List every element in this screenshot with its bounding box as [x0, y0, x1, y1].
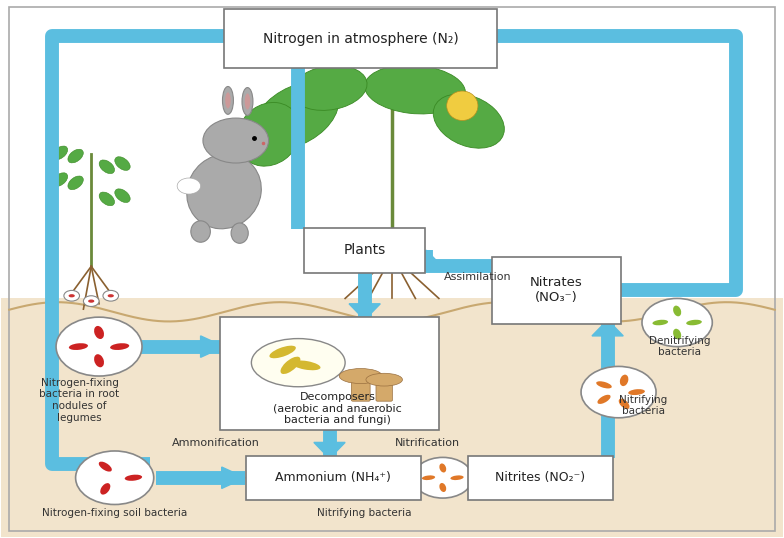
Polygon shape	[592, 320, 623, 336]
Polygon shape	[411, 250, 442, 266]
Ellipse shape	[365, 65, 466, 114]
Text: Nitrifying
bacteria: Nitrifying bacteria	[619, 395, 668, 416]
Circle shape	[413, 457, 473, 498]
Ellipse shape	[231, 223, 249, 243]
Ellipse shape	[253, 82, 339, 149]
Circle shape	[83, 296, 99, 307]
FancyBboxPatch shape	[224, 10, 498, 68]
FancyBboxPatch shape	[245, 456, 421, 500]
Ellipse shape	[292, 360, 321, 370]
Text: Ammonification: Ammonification	[172, 438, 260, 448]
Circle shape	[203, 118, 269, 163]
Ellipse shape	[252, 338, 345, 387]
Text: Nitrogen in atmosphere (N₂): Nitrogen in atmosphere (N₂)	[263, 32, 459, 46]
Ellipse shape	[597, 395, 611, 404]
Ellipse shape	[114, 189, 130, 202]
Text: Nitrates
(NO₃⁻): Nitrates (NO₃⁻)	[530, 277, 583, 305]
Text: Nitrites (NO₂⁻): Nitrites (NO₂⁻)	[495, 471, 586, 484]
Ellipse shape	[596, 381, 612, 388]
Polygon shape	[349, 304, 380, 320]
Ellipse shape	[339, 369, 383, 384]
Ellipse shape	[281, 357, 300, 374]
Ellipse shape	[447, 91, 478, 121]
Ellipse shape	[53, 146, 67, 160]
Text: Nitrogen-fixing soil bacteria: Nitrogen-fixing soil bacteria	[42, 507, 187, 518]
Polygon shape	[222, 467, 245, 489]
Ellipse shape	[187, 154, 261, 229]
Ellipse shape	[619, 399, 630, 409]
Ellipse shape	[673, 329, 681, 339]
Ellipse shape	[652, 320, 668, 325]
Circle shape	[56, 317, 142, 376]
Ellipse shape	[270, 346, 296, 358]
Ellipse shape	[99, 462, 112, 472]
Circle shape	[581, 366, 656, 418]
Ellipse shape	[94, 326, 104, 339]
Polygon shape	[282, 36, 314, 52]
Ellipse shape	[53, 173, 67, 187]
Ellipse shape	[223, 87, 234, 114]
Ellipse shape	[439, 483, 446, 492]
Polygon shape	[201, 336, 224, 357]
FancyBboxPatch shape	[351, 375, 370, 401]
Text: Plants: Plants	[343, 243, 386, 257]
Ellipse shape	[69, 343, 88, 350]
Text: Ammonium (NH₄⁺): Ammonium (NH₄⁺)	[275, 471, 391, 484]
Ellipse shape	[237, 102, 301, 166]
Circle shape	[103, 291, 118, 301]
Ellipse shape	[114, 157, 130, 171]
Text: Nitrogen-fixing
bacteria in root
nodules of
legumes: Nitrogen-fixing bacteria in root nodules…	[39, 378, 120, 422]
Ellipse shape	[107, 294, 114, 298]
Ellipse shape	[99, 192, 114, 206]
Ellipse shape	[100, 483, 111, 494]
Circle shape	[177, 178, 201, 194]
Ellipse shape	[110, 343, 129, 350]
FancyBboxPatch shape	[468, 456, 612, 500]
Ellipse shape	[225, 93, 230, 109]
Text: Nitrification: Nitrification	[394, 438, 459, 448]
Ellipse shape	[191, 221, 210, 242]
Circle shape	[64, 291, 79, 301]
Circle shape	[75, 451, 154, 505]
Ellipse shape	[620, 374, 628, 386]
Text: Denitrifying
bacteria: Denitrifying bacteria	[648, 336, 710, 357]
Polygon shape	[126, 454, 150, 475]
Ellipse shape	[68, 294, 74, 298]
Ellipse shape	[242, 88, 253, 115]
Ellipse shape	[422, 476, 435, 480]
FancyBboxPatch shape	[304, 228, 425, 273]
Polygon shape	[413, 467, 437, 489]
FancyBboxPatch shape	[220, 317, 439, 429]
Ellipse shape	[245, 94, 250, 110]
Ellipse shape	[68, 149, 83, 163]
Ellipse shape	[434, 94, 504, 148]
Polygon shape	[447, 25, 470, 47]
Ellipse shape	[673, 306, 681, 316]
FancyBboxPatch shape	[492, 257, 620, 324]
Ellipse shape	[439, 463, 446, 472]
Text: Nitrifying bacteria: Nitrifying bacteria	[318, 507, 412, 518]
Ellipse shape	[686, 320, 702, 325]
FancyBboxPatch shape	[376, 379, 392, 401]
Circle shape	[642, 299, 713, 346]
Text: Assimilation: Assimilation	[444, 272, 512, 282]
Text: Decomposers
(aerobic and anaerobic
bacteria and fungi): Decomposers (aerobic and anaerobic bacte…	[273, 392, 401, 425]
Ellipse shape	[94, 354, 104, 367]
Ellipse shape	[125, 475, 142, 481]
Ellipse shape	[366, 373, 402, 386]
Ellipse shape	[88, 300, 94, 303]
Polygon shape	[314, 442, 345, 458]
Polygon shape	[469, 467, 492, 489]
Ellipse shape	[628, 389, 645, 395]
Bar	[2, 299, 782, 536]
Ellipse shape	[68, 176, 83, 190]
Ellipse shape	[99, 160, 114, 174]
Ellipse shape	[451, 476, 463, 480]
Ellipse shape	[292, 66, 367, 110]
